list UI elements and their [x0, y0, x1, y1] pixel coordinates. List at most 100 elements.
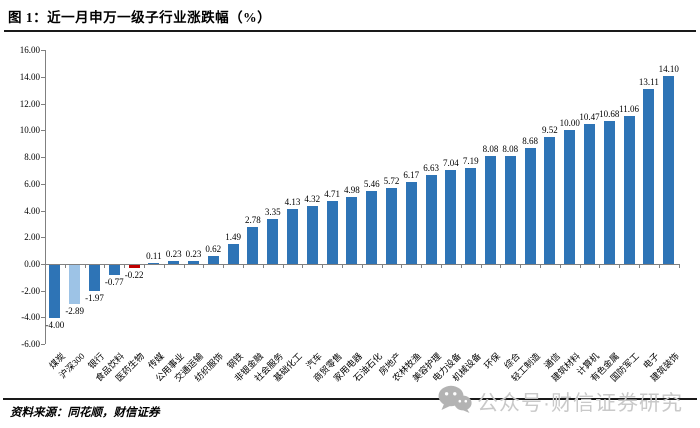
bar-建筑装饰 — [663, 75, 675, 264]
x-axis-tick — [460, 264, 462, 268]
x-axis-tick — [540, 264, 541, 268]
bar-家用电器 — [346, 197, 358, 264]
value-label: 7.04 — [443, 157, 459, 168]
value-label: -0.77 — [104, 277, 124, 288]
x-axis-tick — [480, 264, 482, 268]
value-label: 11.06 — [619, 104, 640, 115]
bar-通信 — [544, 136, 556, 264]
x-axis-tick — [441, 264, 442, 268]
x-axis-tick — [104, 264, 106, 268]
industry-change-bar-chart: 16.00 14.00 12.00 10.00 8.00 6.00 4.00 2.00 0.00… — [0, 34, 700, 398]
y-axis-tick — [41, 237, 45, 239]
bar-交通运输 — [188, 260, 199, 264]
bar-商贸零售 — [326, 201, 338, 264]
bar-综合 — [504, 156, 516, 264]
value-label: 1.49 — [225, 232, 241, 243]
bar-钢铁 — [227, 244, 239, 264]
bar-机械设备 — [465, 167, 477, 264]
y-axis-tick — [41, 344, 45, 346]
y-axis-tick-label: 14.00 — [19, 71, 40, 82]
x-axis-tick — [45, 264, 46, 268]
y-axis-tick — [41, 210, 45, 212]
watermark: 公众号·财信证券研究 — [438, 385, 683, 419]
value-label: 8.08 — [482, 144, 499, 155]
y-axis-tick-label: 2.00 — [24, 232, 40, 243]
source-note: 资料来源：同花顺，财信证券 — [10, 407, 160, 419]
x-axis-tick — [124, 264, 126, 268]
x-axis-tick — [183, 264, 185, 268]
bar-美容护理 — [425, 175, 437, 264]
y-axis-tick — [41, 157, 45, 159]
x-axis-tick — [619, 264, 621, 268]
y-axis-tick — [41, 103, 45, 105]
y-axis-tick-label: 10.00 — [19, 125, 40, 136]
x-axis-tick — [639, 264, 640, 268]
value-label: 0.11 — [146, 250, 162, 261]
y-axis-tick — [41, 290, 45, 292]
bar-电力设备 — [445, 169, 457, 264]
watermark-text: 公众号·财信证券研究 — [477, 392, 683, 415]
x-axis-tick — [84, 264, 86, 268]
value-label: 7.19 — [462, 155, 479, 166]
bar-电子 — [643, 88, 655, 264]
value-label: 10.68 — [599, 109, 620, 120]
y-axis-tick-label: -2.00 — [21, 285, 40, 296]
y-axis-tick-label: 8.00 — [24, 152, 40, 163]
y-axis-tick-label: -4.00 — [21, 312, 40, 323]
x-axis-tick — [262, 264, 264, 268]
y-axis-tick — [41, 76, 45, 78]
x-axis-tick — [223, 264, 225, 268]
bar-基础化工 — [287, 208, 298, 264]
y-axis-tick — [41, 50, 45, 52]
figure-title: 图 1：近一月申万一级子行业涨跌幅（%） — [8, 10, 272, 25]
bar-沪深300 — [69, 265, 81, 304]
x-axis-tick — [302, 264, 304, 268]
bar-食品饮料 — [108, 265, 120, 276]
bar-非银金融 — [247, 226, 259, 264]
bar-银行 — [89, 265, 100, 292]
bar-建筑材料 — [564, 130, 576, 264]
bar-社会服务 — [267, 219, 279, 264]
x-axis-tick — [401, 264, 403, 268]
y-axis-tick — [41, 264, 45, 265]
x-axis-tick — [163, 264, 165, 268]
x-axis-tick — [579, 264, 581, 268]
title-divider — [4, 30, 696, 32]
y-axis-tick — [41, 130, 45, 132]
bar-计算机 — [584, 124, 595, 264]
bar-煤炭 — [49, 265, 61, 319]
x-axis-tick — [559, 264, 561, 268]
x-axis-tick — [243, 264, 244, 268]
value-label: 5.72 — [383, 175, 400, 186]
bottom-divider — [3, 398, 697, 400]
x-axis-tick — [342, 264, 343, 268]
y-axis-tick-label: 12.00 — [19, 98, 40, 109]
bar-房地产 — [386, 187, 397, 264]
bar-有色金属 — [603, 121, 615, 264]
x-axis-tick — [282, 264, 284, 268]
value-label: 4.32 — [304, 194, 321, 205]
value-label: 4.71 — [324, 189, 340, 200]
bar-公用事业 — [168, 260, 180, 264]
x-axis-tick — [144, 264, 145, 268]
x-axis-tick — [678, 264, 680, 268]
y-axis-tick-label: 6.00 — [24, 178, 40, 189]
y-axis-line — [45, 50, 46, 345]
bar-传媒 — [148, 262, 160, 264]
value-label: -1.97 — [85, 293, 104, 304]
bar-医药生物 — [128, 265, 140, 268]
value-label: 5.46 — [363, 179, 380, 190]
category-label: 环保 — [482, 351, 503, 371]
x-axis-tick — [203, 264, 205, 268]
wechat-icon — [438, 385, 472, 419]
x-axis-tick — [361, 264, 363, 268]
value-label: 3.35 — [264, 207, 281, 218]
bar-轻工制造 — [524, 148, 536, 264]
value-label: 2.78 — [245, 214, 261, 225]
y-axis-tick — [41, 317, 45, 319]
value-label: 14.10 — [658, 63, 679, 74]
y-axis-tick — [41, 183, 45, 185]
x-axis-tick — [658, 264, 660, 268]
bar-环保 — [485, 156, 496, 264]
